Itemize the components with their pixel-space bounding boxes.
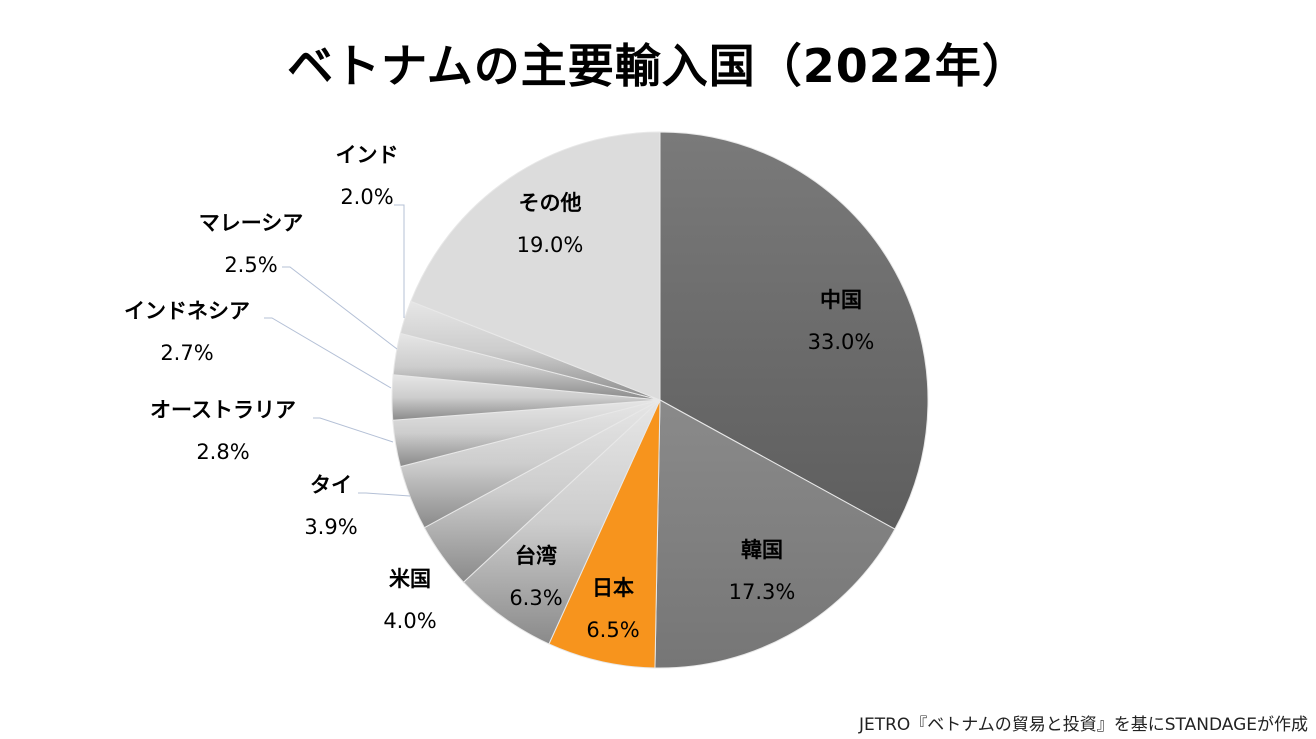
label-other-pct: 19.0% bbox=[517, 233, 584, 257]
label-china-name: 中国 bbox=[820, 288, 862, 312]
label-korea-name: 韓国 bbox=[741, 538, 783, 562]
label-other-name: その他 bbox=[519, 191, 582, 215]
leader-lines bbox=[264, 204, 411, 497]
label-malaysia-name: マレーシア bbox=[199, 211, 304, 235]
leader-line-thailand bbox=[358, 492, 411, 497]
label-indonesia-pct: 2.7% bbox=[160, 341, 213, 365]
label-india-pct: 2.0% bbox=[340, 185, 393, 209]
label-usa-pct: 4.0% bbox=[383, 609, 436, 633]
label-thailand-pct: 3.9% bbox=[304, 515, 357, 539]
leader-line-indonesia bbox=[264, 317, 392, 389]
label-usa-name: 米国 bbox=[389, 567, 431, 591]
label-australia-pct: 2.8% bbox=[196, 440, 249, 464]
label-thailand-name: タイ bbox=[310, 473, 352, 497]
label-china-pct: 33.0% bbox=[808, 330, 875, 354]
label-japan-name: 日本 bbox=[592, 576, 634, 600]
label-australia-name: オーストラリア bbox=[150, 398, 296, 422]
chart-title: ベトナムの主要輸入国（2022年） bbox=[287, 39, 1029, 93]
label-japan-pct: 6.5% bbox=[586, 618, 639, 642]
label-taiwan-name: 台湾 bbox=[515, 544, 557, 568]
source-note: JETRO『ベトナムの貿易と投資』を基にSTANDAGEが作成 bbox=[858, 715, 1308, 735]
leader-line-india bbox=[394, 204, 405, 318]
leader-line-australia bbox=[313, 417, 394, 443]
leader-line-malaysia bbox=[282, 266, 398, 350]
label-india-name: インド bbox=[336, 143, 399, 167]
pie-slice bbox=[659, 131, 929, 530]
label-malaysia-pct: 2.5% bbox=[224, 253, 277, 277]
pie-slice bbox=[548, 399, 661, 669]
label-taiwan-pct: 6.3% bbox=[509, 586, 562, 610]
label-korea-pct: 17.3% bbox=[729, 580, 796, 604]
pie-slice bbox=[410, 131, 661, 401]
pie-slice bbox=[654, 399, 896, 669]
pie-slices bbox=[391, 131, 929, 669]
label-indonesia-name: インドネシア bbox=[124, 299, 250, 323]
